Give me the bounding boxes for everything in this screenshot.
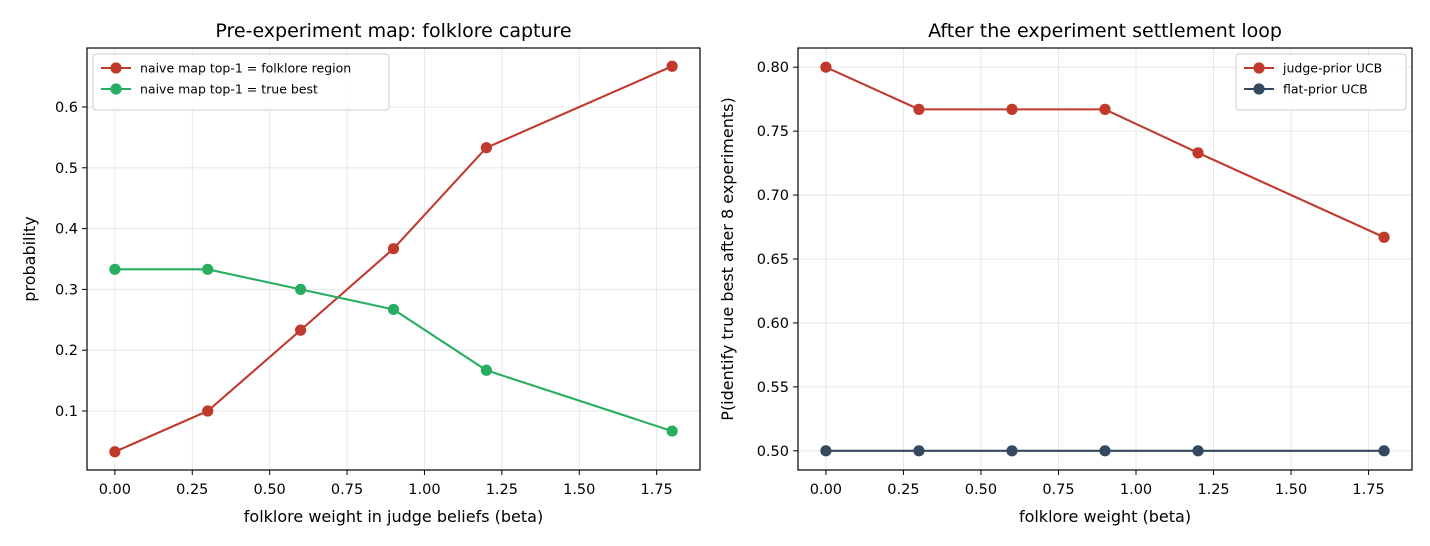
x-tick-label: 1.00 [408,482,440,498]
data-point [666,425,678,437]
y-tick-label: 0.6 [55,100,78,116]
series-line-1 [825,66,1385,239]
y-tick-label: 0.70 [757,188,789,204]
data-point [1378,445,1390,457]
data-point [666,60,678,72]
data-point [1099,103,1111,115]
chart-panel-1: 0.00 0.25 0.50 0.75 1.00 1.25 1.50 1.75 0.1 0.2 0.… [20,20,701,526]
data-point [109,446,121,458]
data-point [295,283,307,296]
legend-label: naive map top-1 = true best [140,82,318,97]
x-tick-label: 0.25 [176,482,208,498]
x-tick-label: 0.75 [331,482,363,498]
x-tick-label: 0.50 [965,482,997,498]
legend-label: naive map top-1 = folklore region [140,61,351,76]
legend: naive map top-1 = folklore region naive m… [92,53,390,111]
y-tick-label: 0.65 [757,252,789,268]
series-line-2 [114,268,673,433]
legend-marker [1253,83,1265,95]
x-tick-label: 0.75 [1042,482,1074,498]
chart-panel-2: 0.00 0.25 0.50 0.75 1.00 1.25 1.50 1.75 0.50 0.55… [718,20,1413,526]
data-point [1192,445,1204,457]
data-point [387,303,400,316]
y-axis-label: probability [20,216,39,301]
data-point [480,364,492,376]
y-tick-label: 0.3 [55,282,78,298]
x-tick-label: 0.00 [810,482,842,498]
x-axis-label: folklore weight (beta) [1019,507,1191,526]
data-point [1378,231,1390,243]
legend-label: judge-prior UCB [1282,61,1382,76]
x-axis-label: folklore weight in judge beliefs (beta) [244,507,543,526]
x-tick-label: 0.25 [887,482,919,498]
x-tick-label: 1.50 [1275,482,1307,498]
data-point [202,263,214,275]
x-tick-label: 1.75 [641,482,673,498]
y-tick-label: 0.60 [757,316,789,332]
legend-label: flat-prior UCB [1283,82,1368,97]
x-tick-label: 0.00 [99,482,131,498]
data-point [820,61,832,73]
data-point [202,405,214,417]
y-tick-label: 0.50 [757,444,789,460]
data-point [1099,445,1111,457]
data-point [387,243,400,255]
legend: judge-prior UCB flat-prior UCB [1235,53,1407,111]
series-line-1 [114,65,673,453]
y-tick-label: 0.1 [55,404,78,420]
y-axis-label: P(identify true best after 8 experiments… [718,97,737,420]
data-point [109,263,121,275]
legend-box [92,53,390,111]
data-point [1192,147,1204,159]
x-tick-label: 1.00 [1120,482,1152,498]
chart-title: After the experiment settlement loop [928,20,1282,42]
data-point [913,445,925,457]
data-point [480,142,492,154]
legend-marker [110,62,122,74]
y-tick-label: 0.2 [55,343,78,359]
y-tick-label: 0.75 [757,124,789,140]
y-tick-label: 0.80 [757,60,789,76]
data-point [1006,445,1018,457]
legend-marker [1253,62,1265,74]
data-point [1006,103,1018,115]
plot-frame [86,47,701,471]
chart-title: Pre-experiment map: folklore capture [215,20,571,42]
x-tick-label: 0.50 [254,482,286,498]
y-tick-label: 0.4 [55,222,78,238]
x-tick-label: 1.50 [563,482,595,498]
legend-marker [110,83,122,95]
plot-frame [797,47,1413,471]
data-point [295,324,307,336]
x-tick-label: 1.25 [1197,482,1229,498]
data-point [913,103,925,115]
x-tick-label: 1.75 [1352,482,1384,498]
data-point [820,445,832,457]
y-tick-label: 0.5 [55,161,78,177]
y-tick-label: 0.55 [757,380,789,396]
legend-box [1235,53,1407,111]
x-tick-label: 1.25 [486,482,518,498]
